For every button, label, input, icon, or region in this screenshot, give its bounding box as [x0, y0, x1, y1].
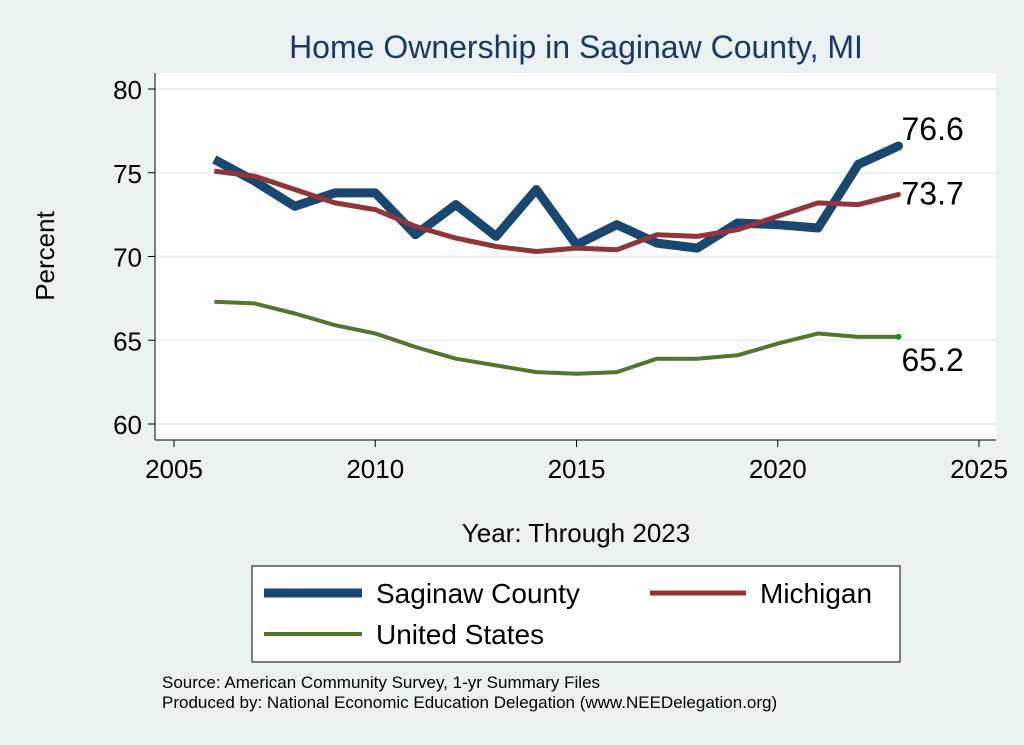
y-tick-label: 75: [113, 159, 142, 189]
y-tick-label: 65: [113, 326, 142, 356]
x-tick-label: 2015: [548, 454, 606, 484]
series-line-united-states: [214, 299, 899, 376]
end-point-marker: [896, 192, 901, 198]
x-tick-label: 2025: [950, 454, 1008, 484]
legend-label: Saginaw County: [376, 578, 580, 609]
legend-label: Michigan: [760, 578, 872, 609]
end-value-label: 76.6: [902, 111, 964, 147]
legend-box: [251, 565, 901, 663]
x-tick-label: 2020: [749, 454, 807, 484]
legend: Saginaw County Michigan United States: [251, 565, 901, 663]
legend-label: United States: [376, 619, 544, 650]
y-tick-label: 60: [113, 410, 142, 440]
end-labels: 76.6 73.7 65.2: [894, 111, 964, 378]
end-value-label: 65.2: [902, 342, 964, 378]
end-point-marker: [895, 333, 902, 340]
end-value-label: 73.7: [902, 176, 964, 212]
y-tick-label: 70: [113, 243, 142, 273]
x-tick-label: 2010: [346, 454, 404, 484]
y-tick-label: 80: [113, 75, 142, 105]
series-line-michigan: [213, 168, 900, 254]
axes: 60 65 70 75 80 2005 2010 2015 2020 2025: [113, 73, 1008, 484]
series-layer: [212, 141, 901, 376]
x-tick-label: 2005: [145, 454, 203, 484]
end-point-marker: [894, 141, 903, 151]
y-axis-label: Percent: [30, 210, 60, 300]
chart-title: Home Ownership in Saginaw County, MI: [289, 29, 863, 65]
producer-note: Produced by: National Economic Education…: [162, 693, 777, 712]
source-note: Source: American Community Survey, 1-yr …: [162, 673, 600, 692]
x-axis-label: Year: Through 2023: [462, 518, 690, 548]
series-line-saginaw-county: [212, 141, 901, 253]
